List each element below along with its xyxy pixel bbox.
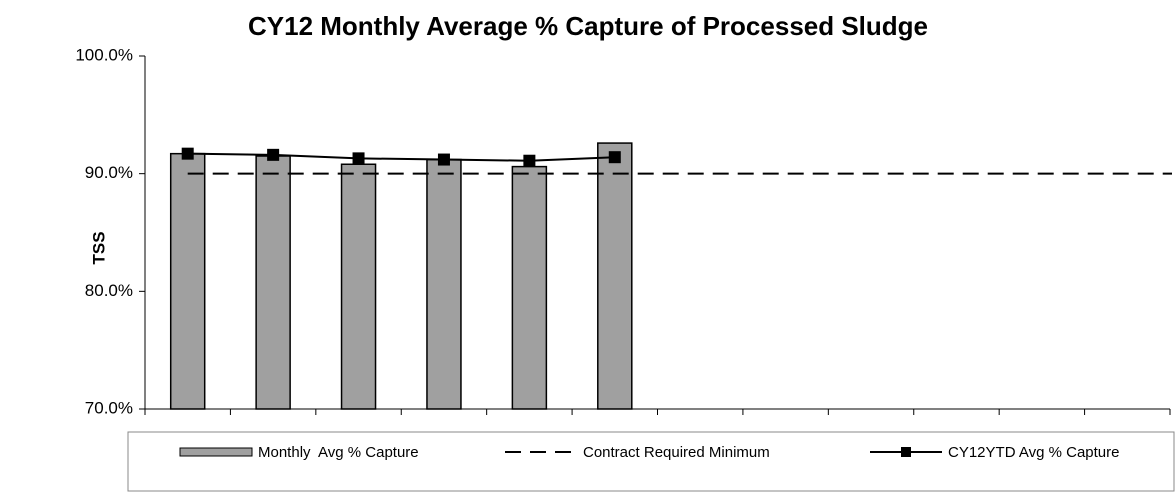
marker	[608, 151, 621, 164]
bar	[340, 163, 377, 410]
y-tick-label: 90.0%	[85, 163, 133, 182]
y-axis-label: TSS	[89, 231, 108, 264]
legend-label: Contract Required Minimum	[583, 444, 770, 461]
marker	[523, 154, 536, 167]
marker	[181, 147, 194, 160]
bar	[255, 155, 291, 410]
marker	[437, 153, 450, 166]
bar	[597, 142, 633, 410]
line	[187, 152, 615, 162]
bar	[169, 152, 206, 410]
y-tick-label: 100.0%	[75, 45, 133, 64]
legend-swatch	[179, 447, 253, 457]
legend-box	[127, 431, 1175, 492]
legend-label: CY12YTD Avg % Capture	[948, 444, 1119, 461]
bar	[511, 165, 548, 410]
y-tick-label: 80.0%	[85, 281, 133, 300]
marker	[267, 148, 280, 161]
y-tick-label: 70.0%	[85, 398, 133, 417]
legend-marker	[901, 447, 911, 457]
legend-label: Monthly Avg % Capture	[258, 444, 419, 461]
marker	[352, 152, 365, 165]
bar	[426, 158, 462, 410]
chart-title: CY12 Monthly Average % Capture of Proces…	[248, 11, 928, 41]
